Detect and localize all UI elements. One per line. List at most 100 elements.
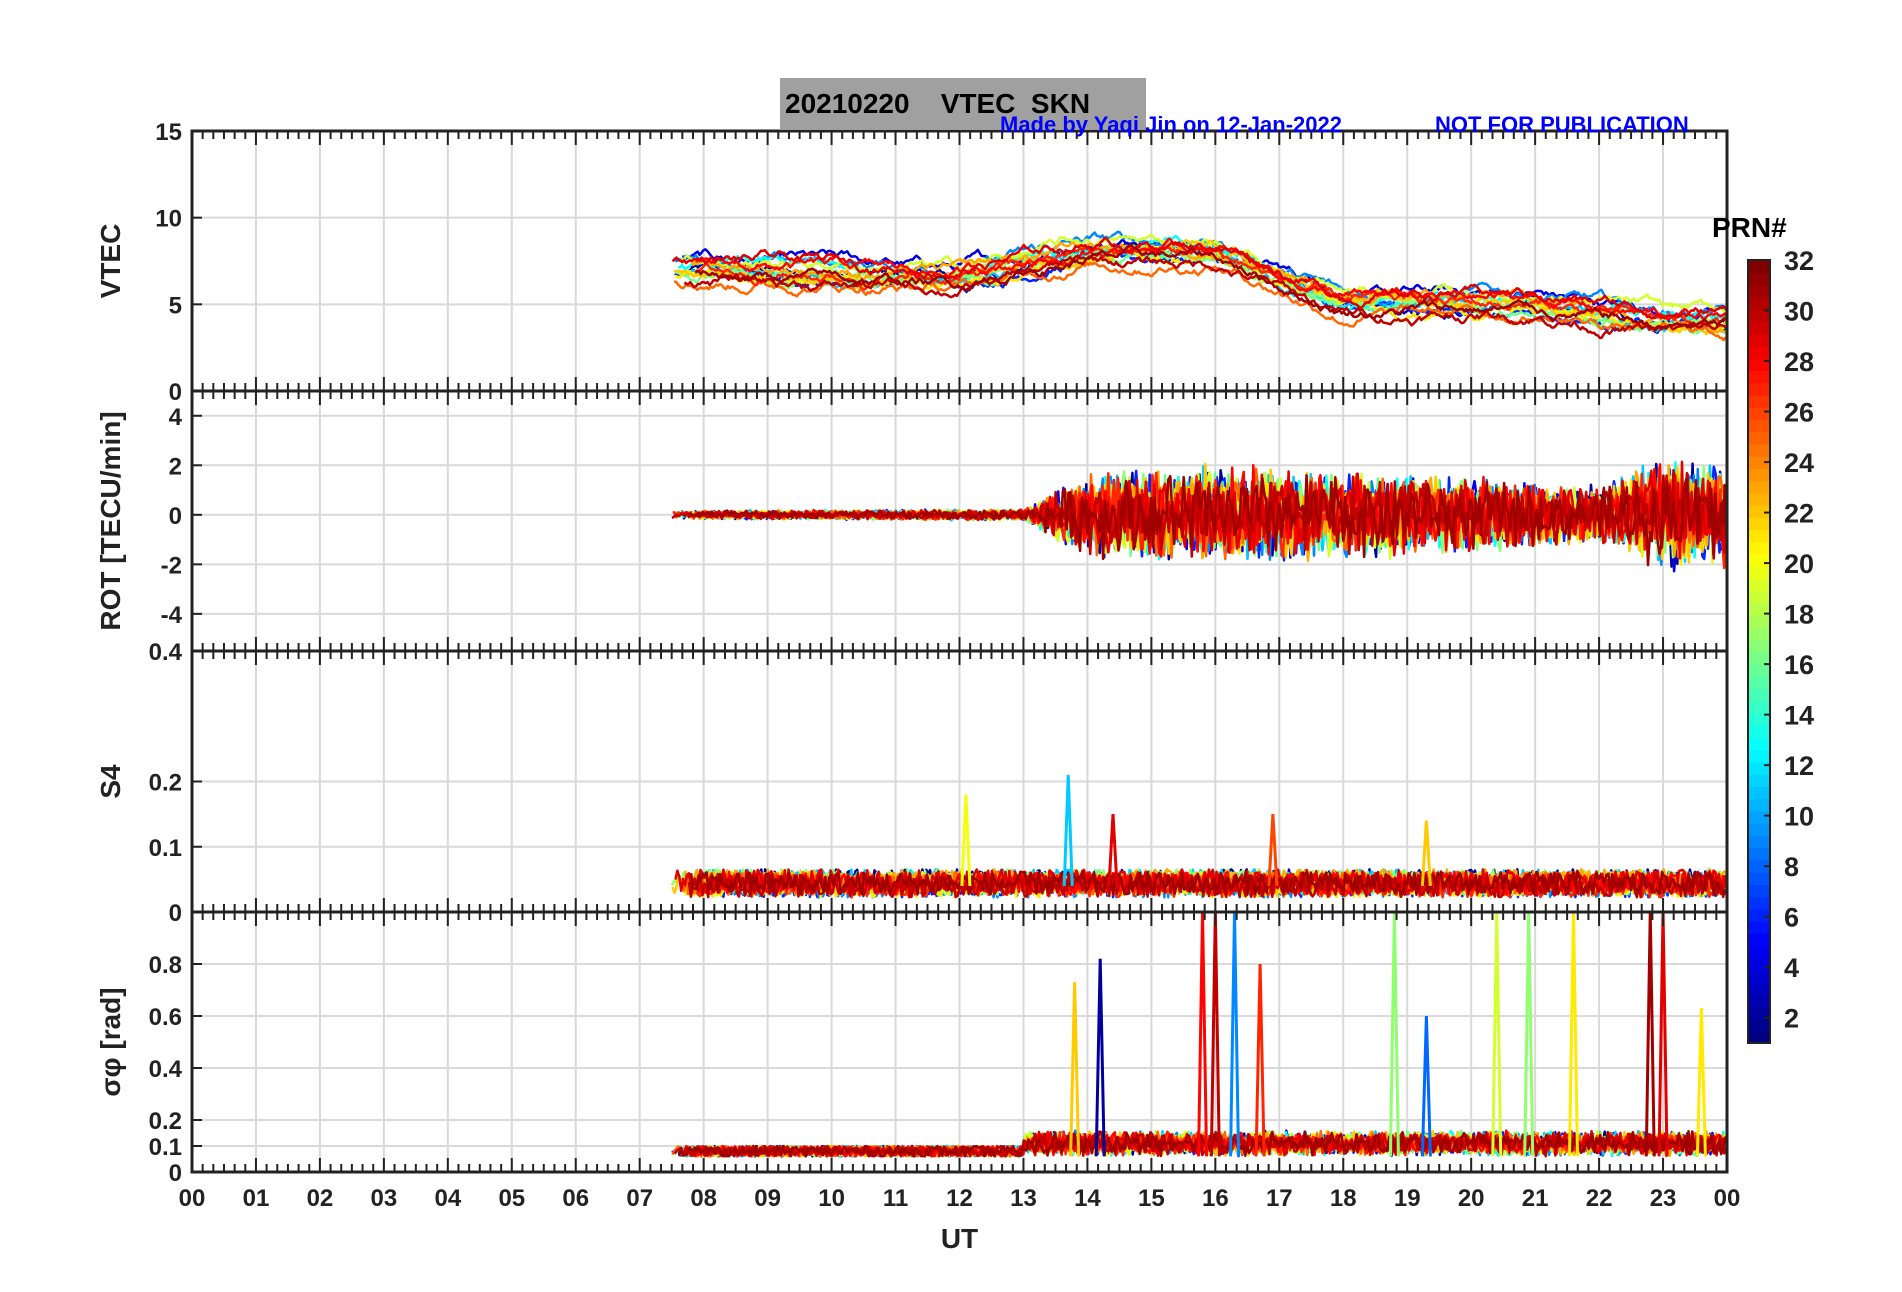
colorbar-cell — [1748, 260, 1770, 274]
colorbar-tick-label: 20 — [1784, 549, 1814, 579]
colorbar-tick-label: 12 — [1784, 751, 1814, 781]
colorbar-cell — [1748, 431, 1770, 445]
colorbar-cell — [1748, 786, 1770, 800]
spike-mark — [1062, 774, 1074, 886]
colorbar-cell — [1748, 333, 1770, 347]
x-axis: 00 01 02 03 04 05 06 07 08 09 10 11 12 13 14 15 16 17 18 19… — [179, 1185, 1741, 1254]
colorbar-cell — [1748, 504, 1770, 518]
series-prn-28 — [695, 237, 1727, 321]
colorbar-cell — [1748, 553, 1770, 567]
x-tick-label: 03 — [371, 1185, 398, 1212]
series-prn-30 — [683, 254, 1727, 340]
x-tick-label: 14 — [1074, 1185, 1101, 1212]
x-tick-label: 11 — [883, 1185, 908, 1212]
colorbar-tick-label: 28 — [1784, 347, 1814, 377]
x-tick-label: 12 — [946, 1185, 973, 1212]
y-tick-label: 0 — [169, 503, 182, 530]
x-tick-label: 09 — [754, 1185, 781, 1212]
colorbar-cell — [1748, 761, 1770, 775]
colorbar-tick-label: 24 — [1784, 448, 1814, 478]
colorbar-tick-label: 22 — [1784, 499, 1814, 529]
not-for-publication-text: NOT FOR PUBLICATION — [1435, 112, 1689, 137]
y-tick-label: 0.2 — [149, 770, 182, 797]
colorbar-cell — [1748, 357, 1770, 372]
y-tick-label: 0 — [169, 900, 182, 927]
spike-mark — [1644, 912, 1656, 1157]
colorbar-cell — [1748, 822, 1770, 837]
colorbar-tick-label: 8 — [1784, 852, 1799, 882]
colorbar-cell — [1748, 321, 1770, 335]
colorbar-frame — [1747, 259, 1771, 1044]
spike-mark — [1420, 1015, 1432, 1157]
y-axis-label: ROT [TECU/min] — [95, 411, 126, 630]
colorbar-cell — [1748, 1018, 1770, 1032]
spike-mark — [960, 794, 972, 886]
y-axis-label: S4 — [95, 764, 126, 799]
y-axis-label: σφ [rad] — [95, 987, 126, 1096]
spike-mark — [1209, 912, 1221, 1157]
colorbar-cell — [1748, 370, 1770, 384]
x-tick-label: 07 — [626, 1185, 653, 1212]
colorbar-label: PRN# — [1712, 212, 1787, 243]
panel-S4: 0 0.1 0.2 0.4 S4 — [95, 639, 1729, 927]
colorbar-cell — [1748, 419, 1770, 433]
y-tick-label: 15 — [155, 119, 182, 146]
colorbar-cell — [1748, 945, 1770, 959]
x-tick-label: 04 — [434, 1185, 461, 1212]
colorbar-cell — [1748, 663, 1770, 677]
colorbar-cell — [1748, 712, 1770, 726]
x-tick-label: 02 — [307, 1185, 334, 1212]
colorbar-cell — [1748, 627, 1770, 641]
colorbar-cell — [1748, 272, 1770, 286]
y-tick-label: 2 — [169, 453, 182, 480]
colorbar-cell — [1748, 455, 1770, 469]
spike-mark — [1267, 814, 1279, 886]
x-tick-label: 18 — [1330, 1185, 1357, 1212]
colorbar-cell — [1748, 467, 1770, 482]
spike-mark — [1069, 982, 1081, 1157]
colorbar-cell — [1748, 651, 1770, 665]
spike-mark — [1523, 912, 1535, 1157]
spike-mark — [1197, 912, 1209, 1157]
spike-mark — [1229, 912, 1241, 1157]
colorbar-cell — [1748, 639, 1770, 653]
x-tick-label: 08 — [690, 1185, 717, 1212]
y-tick-label: 0 — [169, 1160, 182, 1187]
colorbar-cell — [1748, 345, 1770, 359]
colorbar-tick-label: 26 — [1784, 398, 1814, 428]
series-prn-29 — [671, 236, 1727, 320]
x-tick-label: 00 — [1714, 1185, 1741, 1212]
y-tick-label: -4 — [161, 602, 183, 629]
x-tick-label: 00 — [179, 1185, 206, 1212]
colorbar-cell — [1748, 443, 1770, 457]
series-prn-31 — [694, 243, 1726, 332]
colorbar-cell — [1748, 516, 1770, 531]
x-tick-label: 05 — [498, 1185, 525, 1212]
series-group — [670, 774, 1727, 899]
colorbar-cell — [1748, 614, 1770, 629]
x-tick-label: 23 — [1650, 1185, 1677, 1212]
spike-mark — [1094, 958, 1106, 1157]
x-axis-label: UT — [941, 1223, 978, 1254]
colorbar-cell — [1748, 675, 1770, 690]
colorbar-cell — [1748, 847, 1770, 861]
spike-mark — [1107, 814, 1119, 886]
x-tick-label: 17 — [1266, 1185, 1293, 1212]
colorbar-tick-label: 16 — [1784, 650, 1814, 680]
y-tick-label: 0.6 — [149, 1004, 182, 1031]
spike-mark — [1695, 1008, 1707, 1157]
series-prn-9 — [673, 230, 1727, 319]
colorbar-cell — [1748, 590, 1770, 604]
colorbar-cell — [1748, 406, 1770, 421]
y-tick-label: 5 — [169, 292, 182, 319]
colorbar-cell — [1748, 749, 1770, 763]
x-tick-label: 21 — [1522, 1185, 1549, 1212]
spike-mark — [1420, 820, 1432, 886]
y-axis-label: VTEC — [95, 224, 126, 299]
panel-ROT: -4 -2 0 2 4 ROT [TECU/min] — [95, 389, 1729, 653]
spike-mark — [1388, 912, 1400, 1157]
x-tick-label: 01 — [243, 1185, 270, 1212]
colorbar-tick-label: 4 — [1784, 953, 1799, 983]
colorbar-cell — [1748, 688, 1770, 702]
